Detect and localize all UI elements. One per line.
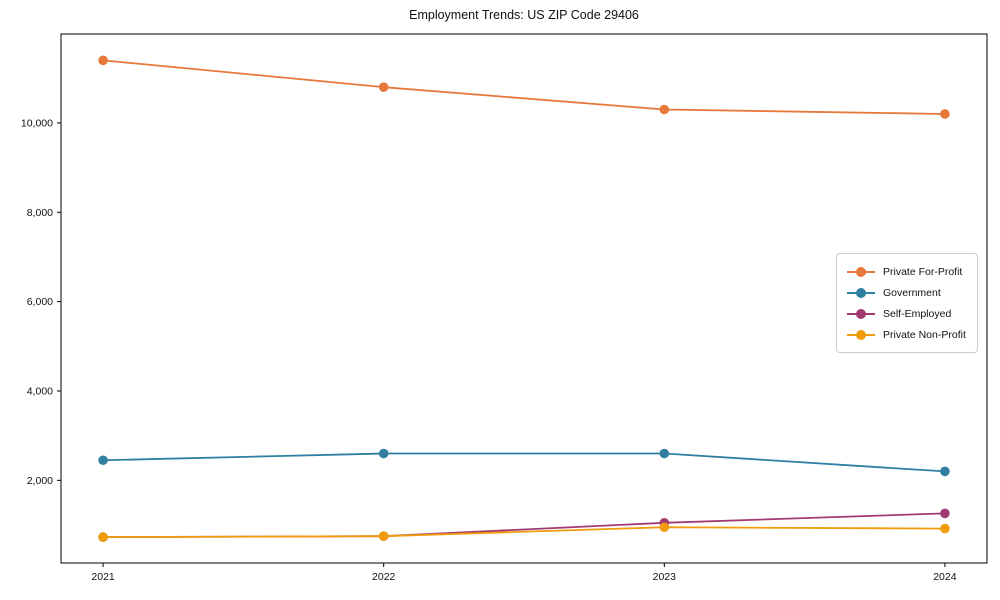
y-tick-label: 6,000 [27, 296, 53, 308]
legend-marker-icon [856, 266, 866, 277]
x-tick-label: 2023 [653, 571, 677, 583]
legend-label: Self-Employed [883, 307, 952, 320]
legend-label: Private Non-Profit [883, 328, 966, 341]
legend-item: Private Non-Profit [847, 324, 967, 345]
legend-swatch-icon [847, 287, 875, 298]
legend-swatch-icon [847, 308, 875, 319]
series-line-private-for-profit [103, 59, 945, 115]
legend-marker-icon [856, 308, 866, 319]
legend-marker-icon [856, 287, 866, 298]
plot-border [60, 33, 988, 564]
legend-marker-icon [856, 329, 866, 340]
data-point-self-employed [940, 508, 950, 519]
legend-swatch-icon [847, 266, 875, 277]
data-point-government [378, 448, 389, 459]
data-point-private-for-profit [98, 55, 108, 66]
x-tick-label: 2021 [91, 571, 115, 583]
data-point-government [940, 466, 950, 477]
y-tick-label: 10,000 [21, 117, 53, 129]
data-point-government [659, 448, 670, 459]
series-line-government [103, 452, 945, 473]
legend-item: Self-Employed [847, 303, 967, 324]
data-point-private-for-profit [940, 109, 950, 119]
data-point-private-for-profit [659, 104, 670, 115]
legend: Private For-Profit Government Self-Employe… [836, 253, 978, 353]
legend-label: Private For-Profit [883, 265, 963, 278]
data-point-private-non-profit [940, 523, 950, 534]
data-point-private-non-profit [378, 531, 389, 541]
y-tick-label: 8,000 [27, 207, 53, 219]
y-tick-label: 2,000 [27, 475, 53, 487]
legend-item: Private For-Profit [847, 261, 967, 282]
x-tick-label: 2024 [933, 571, 957, 583]
y-tick-label: 4,000 [27, 385, 53, 397]
series-line-private-non-profit [103, 526, 945, 538]
x-tick-label: 2022 [372, 571, 396, 583]
legend-swatch-icon [847, 329, 875, 340]
chart-title: Employment Trends: US ZIP Code 29406 [409, 8, 639, 22]
legend-item: Government [847, 282, 967, 303]
data-point-private-non-profit [659, 522, 670, 533]
data-point-government [98, 455, 108, 466]
series-line-self-employed [103, 512, 945, 538]
data-point-private-for-profit [378, 82, 389, 92]
data-point-private-non-profit [98, 532, 108, 542]
legend-label: Government [883, 286, 941, 299]
